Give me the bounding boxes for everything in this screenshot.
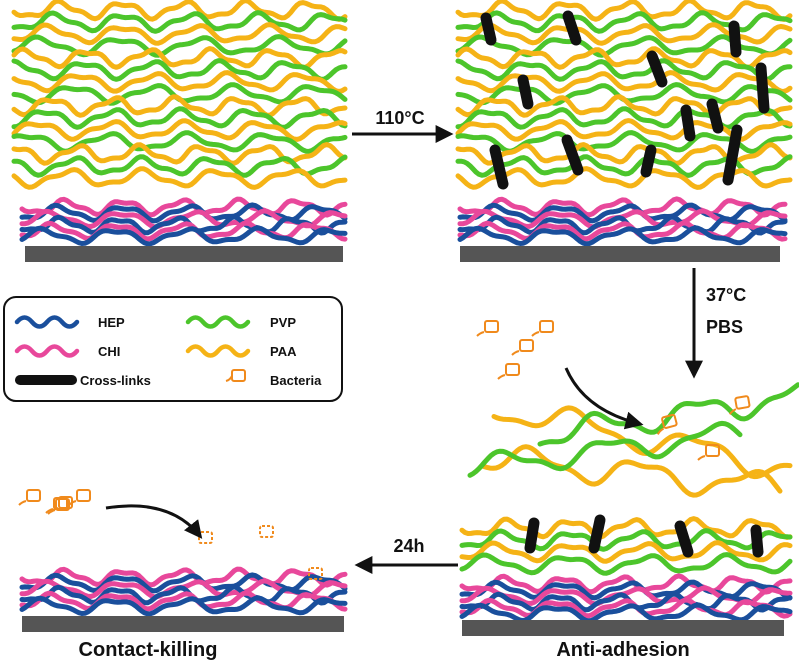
panel1-pvp-chain [11, 34, 348, 58]
heat-label: 110°C [375, 108, 424, 128]
substrate-bottom-left [22, 616, 344, 632]
panel1-hep-chain [19, 225, 348, 247]
cross-link [517, 74, 534, 110]
bacterium [656, 413, 678, 435]
legend-hep-label: HEP [98, 315, 125, 330]
panel1-paa-chain [11, 0, 348, 22]
panel2-pvp-chain [455, 58, 793, 82]
panel1-paa-chain [11, 70, 348, 94]
legend-pvp-swatch [185, 315, 251, 329]
substrate-bottom-right [462, 620, 784, 636]
panel1-pvp-chain [11, 154, 348, 178]
panel3-paa-chain [459, 516, 793, 540]
panel3-chi-chain [459, 573, 793, 595]
panel4-chi-chain [19, 566, 348, 588]
panel2-chi-chain [457, 196, 788, 218]
cross-link [680, 104, 696, 142]
bacterium [47, 498, 70, 515]
legend-box [3, 296, 343, 402]
bacteria-group [18, 320, 751, 580]
cross-link [640, 144, 657, 178]
curved-arrow-right [564, 367, 644, 430]
dead-bacterium [259, 525, 274, 538]
incubation-medium-label: PBS [706, 317, 743, 337]
bacterium [511, 339, 534, 356]
released-paa-chain [481, 444, 783, 498]
cross-link [750, 524, 764, 558]
panel3-hep-chain [459, 591, 793, 613]
panel1-hep-chain [19, 214, 348, 236]
dead-bacterium [198, 531, 213, 544]
substrate-top-right [460, 246, 780, 262]
panel4-chi-chain [19, 590, 348, 612]
cross-link [722, 124, 743, 186]
panel1-pvp-chain [11, 58, 348, 82]
panel4-hep-chain [19, 595, 348, 617]
curved-arrow-left [105, 504, 203, 539]
legend-crosslinks-label: Cross-links [80, 373, 151, 388]
cross-link [728, 20, 742, 58]
cross-link [489, 144, 509, 190]
panel2-pvp-chain [455, 106, 793, 130]
legend-paa-swatch [185, 344, 251, 358]
cross-link [561, 134, 584, 176]
panel3-paa-chain [459, 540, 793, 564]
cross-links [480, 10, 770, 558]
dead-bacterium [308, 567, 323, 580]
cross-link [706, 98, 724, 134]
panel2-paa-chain [455, 0, 793, 22]
legend-chi-label: CHI [98, 344, 120, 359]
caption-contact-killing: Contact-killing [79, 639, 218, 661]
cross-link [646, 50, 668, 88]
panel1-pvp-chain [11, 10, 348, 34]
panel2-pvp-chain [455, 10, 793, 34]
bacterium [531, 320, 554, 337]
cross-link [524, 517, 540, 554]
cross-link [674, 520, 694, 558]
panel3-hep-chain [459, 602, 793, 624]
cross-link [562, 10, 582, 46]
legend-chi-swatch [14, 344, 80, 358]
panel2-paa-chain [455, 94, 793, 118]
caption-anti-adhesion: Anti-adhesion [556, 639, 689, 661]
released-pvp-chain [537, 382, 799, 447]
bacterium [18, 489, 41, 506]
substrate-top-left [25, 246, 343, 262]
legend-bacteria-icon [225, 369, 246, 382]
bacterium [697, 444, 720, 461]
cross-link [588, 514, 606, 554]
released-pvp-chain [467, 420, 743, 478]
time-label: 24h [393, 536, 424, 556]
panel1-paa-chain [11, 94, 348, 118]
legend: HEP CHI PVP PAA Cross-links Bacteria [3, 296, 343, 402]
bacterium [728, 395, 751, 415]
legend-bacteria-label: Bacteria [270, 373, 322, 388]
cross-link [755, 62, 770, 114]
legend-hep-swatch [14, 315, 80, 329]
panel3-pvp-chain [459, 552, 793, 576]
legend-pvp-label: PVP [270, 315, 296, 330]
panel1-paa-chain [11, 46, 348, 70]
panel1-paa-chain [11, 118, 348, 142]
panel4-hep-chain [19, 584, 348, 606]
cross-link [480, 12, 497, 46]
legend-paa-label: PAA [270, 344, 297, 359]
panel2-hep-chain [457, 225, 788, 247]
panel1-pvp-chain [11, 106, 348, 130]
panel3-pvp-chain [459, 528, 793, 552]
panel2-hep-chain [457, 214, 788, 236]
panel2-chi-chain [457, 220, 788, 242]
released-paa-chain [491, 405, 793, 480]
panel2-paa-chain [455, 70, 793, 94]
panel1-paa-chain [11, 166, 348, 190]
incubation-temp-label: 37°C [706, 285, 746, 305]
panel3-chi-chain [459, 597, 793, 619]
panel1-chi-chain [19, 220, 348, 242]
bacterium [497, 363, 520, 380]
panel1-paa-chain [11, 22, 348, 46]
panel1-chi-chain [19, 196, 348, 218]
bacterium [476, 320, 499, 337]
